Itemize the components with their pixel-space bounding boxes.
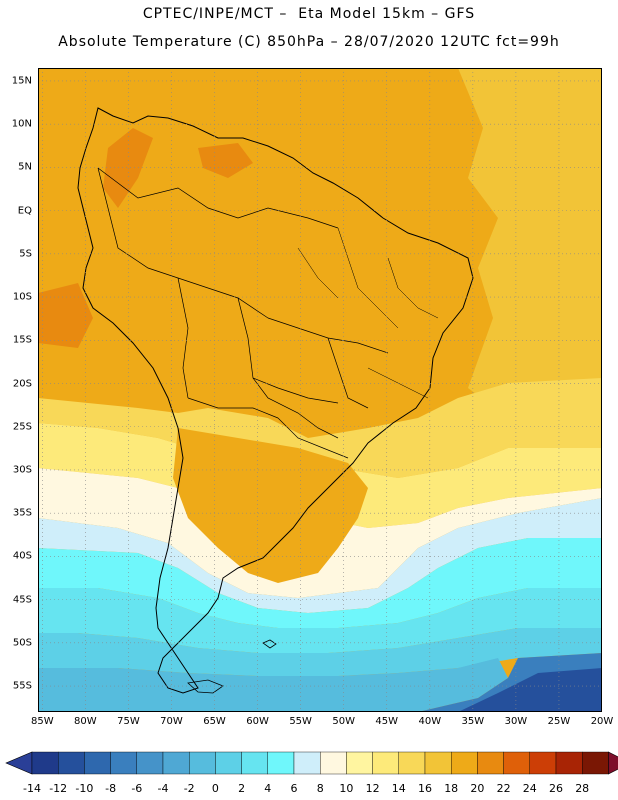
colorbar-cell xyxy=(293,751,321,775)
colorbar-tick-label: 24 xyxy=(522,782,537,795)
colorbar-cell xyxy=(555,751,583,775)
colorbar-tick-label: -8 xyxy=(105,782,117,795)
tierra-del-fuego xyxy=(187,679,224,694)
lat-tick-label: 5N xyxy=(18,161,32,173)
temp-field-minus4-minus2 xyxy=(38,658,508,712)
colorbar-tick-label: -6 xyxy=(131,782,143,795)
colorbar-cell xyxy=(241,751,269,775)
temp-field-14-16 xyxy=(458,68,602,428)
colorbar-cell xyxy=(162,751,190,775)
lon-tick-label: 60W xyxy=(246,716,269,727)
colorbar-cell xyxy=(110,751,137,775)
lat-tick-label: 5S xyxy=(19,248,32,260)
colorbar-cell xyxy=(188,751,216,775)
lat-tick-label: 35S xyxy=(12,507,32,519)
south-america-coastline xyxy=(77,107,474,694)
lat-tick-label: 50S xyxy=(12,637,32,649)
lon-tick-label: 55W xyxy=(289,716,312,727)
colorbar-cell xyxy=(477,751,504,775)
colorbar-cell xyxy=(582,751,609,775)
colorbar-cell xyxy=(58,751,85,775)
colorbar-tick-label: 12 xyxy=(365,782,380,795)
lat-tick-label: EQ xyxy=(17,205,32,217)
temp-field-4-6 xyxy=(38,498,602,613)
colorbar-cell xyxy=(215,751,242,775)
lat-tick-label: 20S xyxy=(12,378,32,390)
colorbar-cell xyxy=(372,751,400,775)
map-title-line1: CPTEC/INPE/MCT – Eta Model 15km – GFS xyxy=(142,6,476,22)
map-title-line2: Absolute Temperature (C) 850hPa – 28/07/… xyxy=(58,34,560,50)
colorbar-tick-label: -14 xyxy=(23,782,41,795)
colorbar-tick-label: -12 xyxy=(49,782,68,795)
lat-tick-label: 10N xyxy=(11,118,32,130)
lon-tick-label: 30W xyxy=(504,716,528,727)
colorbar-cell xyxy=(398,751,426,775)
colorbar-tick-label: 18 xyxy=(444,782,459,795)
colorbar-tick-label: 22 xyxy=(496,782,511,795)
lat-tick-label: 45S xyxy=(12,594,32,606)
country-borders xyxy=(97,167,389,459)
colorbar-cell xyxy=(529,751,557,775)
lon-tick-label: 35W xyxy=(461,716,485,727)
colorbar-cell xyxy=(84,751,111,775)
colorbar-tick-label: 8 xyxy=(316,782,324,795)
lat-tick-label: 15S xyxy=(12,334,32,346)
colorbar-tick-label: 26 xyxy=(549,782,563,795)
temp-field-18-20-venezuela xyxy=(198,143,253,178)
lon-tick-label: 65W xyxy=(203,716,226,727)
colorbar-cell xyxy=(503,751,531,775)
colorbar-tick-label: 0 xyxy=(211,782,219,795)
colorbar xyxy=(5,751,618,775)
lat-tick-label: 55S xyxy=(12,680,32,692)
temp-field-minus2-0 xyxy=(38,628,602,676)
colorbar-tick-label: 6 xyxy=(290,782,298,795)
colorbar-tick-label: -2 xyxy=(183,782,195,795)
lon-tick-label: 70W xyxy=(160,716,183,727)
lon-tick-label: 50W xyxy=(332,716,355,727)
temperature-map xyxy=(38,68,602,712)
colorbar-tick-label: 20 xyxy=(470,782,485,795)
colorbar-cell xyxy=(31,751,59,775)
colorbar-tick-label: 14 xyxy=(391,782,406,795)
lon-tick-label: 25W xyxy=(547,716,571,727)
lat-tick-label: 30S xyxy=(12,464,32,476)
map-frame xyxy=(38,68,602,712)
lat-tick-label: 10S xyxy=(12,291,32,303)
temp-field-12-14 xyxy=(38,378,602,478)
lat-tick-label: 25S xyxy=(12,421,32,433)
temp-field-2-4 xyxy=(38,538,602,628)
falkland-islands xyxy=(262,639,277,649)
temp-field-minus12-minus10 xyxy=(458,668,602,712)
colorbar-tick-label: 16 xyxy=(418,782,432,795)
lon-tick-label: 20W xyxy=(590,716,614,727)
colorbar-tick-label: 10 xyxy=(339,782,354,795)
lon-tick-label: 85W xyxy=(30,716,54,727)
colorbar-tick-label: 2 xyxy=(238,782,246,795)
colorbar-tick-label: 28 xyxy=(575,782,590,795)
lat-tick-label: 15N xyxy=(11,75,32,87)
temp-field-18-20 xyxy=(38,283,93,348)
colorbar-under-arrow xyxy=(5,751,33,775)
colorbar-cell xyxy=(346,751,373,775)
lat-tick-label: 40S xyxy=(12,550,32,562)
colorbar-cell xyxy=(451,751,478,775)
temp-field-land-warm xyxy=(173,428,368,583)
colorbar-cell xyxy=(320,751,347,775)
colorbar-tick-label: -4 xyxy=(157,782,169,795)
state-borders xyxy=(297,227,439,399)
colorbar-over-arrow xyxy=(608,751,618,775)
temp-field-18-20-andes xyxy=(103,128,153,208)
lon-tick-label: 80W xyxy=(74,716,97,727)
colorbar-cells xyxy=(5,751,618,775)
colorbar-cell xyxy=(136,751,164,775)
lon-tick-label: 75W xyxy=(117,716,140,727)
temp-field-0-2 xyxy=(38,588,602,653)
colorbar-cell xyxy=(424,751,452,775)
colorbar-cell xyxy=(267,751,295,775)
gridlines xyxy=(38,68,602,712)
colorbar-tick-label: -10 xyxy=(75,782,94,795)
lon-tick-label: 40W xyxy=(418,716,442,727)
colorbar-tick-label: 4 xyxy=(264,782,272,795)
lon-tick-label: 45W xyxy=(375,716,399,727)
